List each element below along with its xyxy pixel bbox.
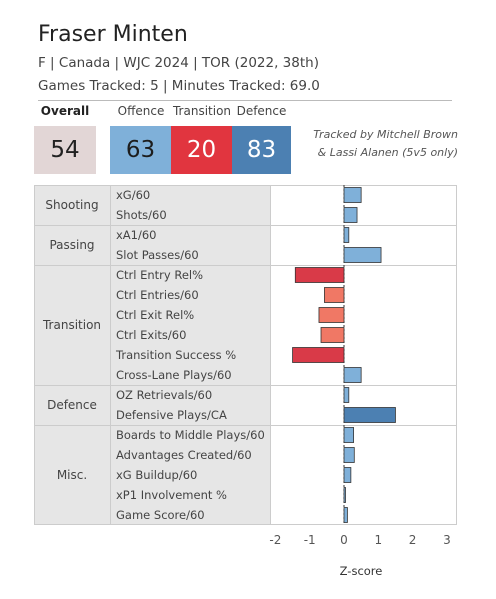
metric-bar bbox=[292, 347, 345, 363]
tracking-credit: Tracked by Mitchell Brown & Lassi Alanen… bbox=[300, 126, 458, 162]
table-border bbox=[34, 185, 457, 525]
tracking-info: Games Tracked: 5 | Minutes Tracked: 69.0 bbox=[38, 78, 320, 94]
player-info: F | Canada | WJC 2024 | TOR (2022, 38th) bbox=[38, 55, 319, 71]
player-name: Fraser Minten bbox=[38, 22, 188, 47]
metric-bar bbox=[343, 187, 362, 203]
metric-bar bbox=[343, 427, 355, 443]
group-section-bg bbox=[34, 425, 270, 525]
group-label: Shooting bbox=[45, 198, 98, 212]
metric-bar bbox=[343, 487, 346, 503]
group-section-bg bbox=[34, 225, 270, 265]
metric-label: Slot Passes/60 bbox=[116, 248, 199, 262]
metric-bar bbox=[343, 247, 382, 263]
metric-label: Shots/60 bbox=[116, 208, 167, 222]
metric-label: xP1 Involvement % bbox=[116, 488, 227, 502]
metric-bar bbox=[320, 327, 345, 343]
defence-score: 83 bbox=[232, 126, 291, 174]
metric-bar bbox=[343, 227, 350, 243]
overall-score: 54 bbox=[34, 126, 96, 174]
group-label: Passing bbox=[49, 238, 94, 252]
group-label: Transition bbox=[42, 318, 101, 332]
overall-label: Overall bbox=[40, 104, 90, 118]
metric-label: Game Score/60 bbox=[116, 508, 205, 522]
defence-label: Defence bbox=[236, 104, 287, 118]
offence-score: 63 bbox=[110, 126, 171, 174]
x-tick-label: -2 bbox=[269, 533, 281, 547]
group-label: Defence bbox=[47, 398, 97, 412]
x-tick-label: 1 bbox=[374, 533, 382, 547]
metric-bar bbox=[343, 507, 348, 523]
x-tick-label: 2 bbox=[409, 533, 417, 547]
transition-label: Transition bbox=[172, 104, 232, 118]
metric-label: xA1/60 bbox=[116, 228, 157, 242]
metric-label: Cross-Lane Plays/60 bbox=[116, 368, 232, 382]
x-axis-label: Z-score bbox=[340, 564, 383, 578]
metric-label: Boards to Middle Plays/60 bbox=[116, 428, 265, 442]
metric-label: xG/60 bbox=[116, 188, 150, 202]
metric-label: Ctrl Entry Rel% bbox=[116, 268, 203, 282]
transition-score: 20 bbox=[171, 126, 232, 174]
credit-line-2: & Lassi Alanen (5v5 only) bbox=[317, 146, 458, 159]
credit-line-1: Tracked by Mitchell Brown bbox=[313, 128, 458, 141]
metric-label: Advantages Created/60 bbox=[116, 448, 252, 462]
group-section-bg bbox=[34, 265, 270, 385]
header-divider bbox=[38, 100, 452, 101]
metric-label: Transition Success % bbox=[115, 348, 236, 362]
metric-label: Defensive Plays/CA bbox=[116, 408, 227, 422]
offence-label: Offence bbox=[117, 104, 165, 118]
metric-bar bbox=[294, 267, 345, 283]
x-tick-label: 0 bbox=[340, 533, 348, 547]
metric-bar bbox=[324, 287, 345, 303]
metric-bar bbox=[318, 307, 345, 323]
metric-label: Ctrl Exit Rel% bbox=[116, 308, 194, 322]
metric-label: Ctrl Entries/60 bbox=[116, 288, 199, 302]
x-tick-label: 3 bbox=[443, 533, 451, 547]
group-section-bg bbox=[34, 185, 270, 225]
metric-bar bbox=[343, 447, 355, 463]
metric-bar bbox=[343, 387, 350, 403]
metric-bar bbox=[343, 367, 362, 383]
metric-label: Ctrl Exits/60 bbox=[116, 328, 186, 342]
metric-label: xG Buildup/60 bbox=[116, 468, 197, 482]
group-section-bg bbox=[34, 385, 270, 425]
x-tick-label: -1 bbox=[304, 533, 316, 547]
metric-label: OZ Retrievals/60 bbox=[116, 388, 212, 402]
metric-bar bbox=[343, 207, 358, 223]
group-label: Misc. bbox=[57, 468, 87, 482]
metric-bar bbox=[343, 407, 396, 423]
metric-bar bbox=[343, 467, 352, 483]
